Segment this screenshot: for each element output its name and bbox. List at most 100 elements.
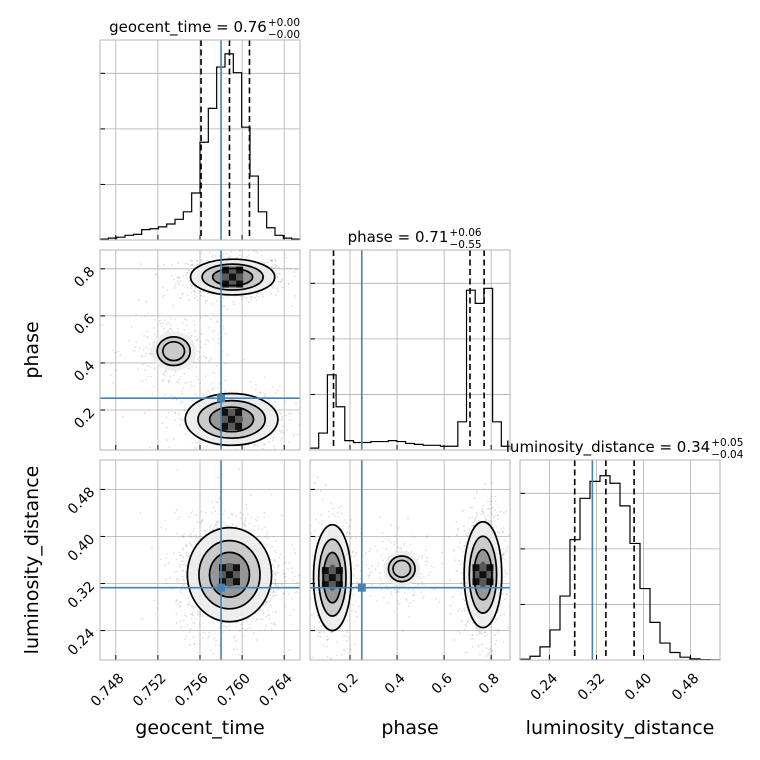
sample-point (457, 610, 460, 612)
sample-point (287, 282, 290, 285)
sample-point (285, 256, 288, 259)
sample-point (160, 325, 163, 327)
sample-point (474, 516, 477, 519)
panel-title-luminosity_distance: luminosity_distance = 0.34 (506, 438, 710, 457)
sample-point (174, 282, 177, 285)
sample-point (460, 572, 463, 574)
sample-point (186, 554, 188, 557)
sample-point (350, 555, 353, 558)
sample-point (188, 269, 191, 272)
sample-point (175, 581, 178, 584)
sample-point (181, 534, 184, 537)
sample-point (161, 422, 164, 425)
sample-point (175, 599, 178, 602)
sample-point (111, 349, 114, 352)
sample-point (311, 554, 314, 557)
sample-point (487, 519, 490, 522)
sample-point (192, 643, 195, 646)
sample-point (352, 574, 355, 577)
sample-point (271, 259, 274, 262)
sample-point (164, 519, 166, 522)
sample-point (196, 441, 199, 444)
sample-point (310, 424, 312, 426)
sample-point (264, 526, 267, 529)
sample-point (478, 630, 481, 633)
sample-point (187, 294, 189, 297)
sample-point (218, 333, 220, 336)
sample-point (194, 446, 197, 449)
sample-point (370, 565, 373, 567)
sample-point (413, 591, 416, 593)
sample-point (495, 639, 498, 642)
sample-point (374, 568, 377, 571)
x-tick-label: 0.32 (575, 670, 608, 703)
sample-point (356, 616, 359, 618)
sample-point (243, 635, 245, 638)
sample-point (194, 329, 197, 332)
sample-point (194, 466, 196, 468)
sample-point (222, 624, 225, 627)
sample-point (228, 256, 231, 259)
sample-point (352, 594, 355, 596)
sample-point (489, 647, 492, 650)
sample-point (494, 509, 496, 511)
sample-point (195, 339, 198, 341)
sample-point (188, 601, 191, 604)
sample-point (183, 372, 186, 375)
sample-point (146, 335, 149, 338)
sample-point (227, 517, 230, 519)
sample-point (194, 542, 197, 545)
sample-point (225, 626, 228, 629)
sample-point (351, 551, 354, 553)
sample-point (174, 419, 177, 422)
sample-point (350, 519, 353, 521)
sample-point (344, 662, 346, 664)
sample-point (289, 412, 292, 415)
sample-point (228, 628, 231, 631)
sample-point (193, 622, 196, 625)
sample-point (455, 569, 458, 572)
sample-point (272, 590, 275, 592)
sample-point (279, 280, 281, 283)
sample-point (302, 604, 304, 606)
sample-point (457, 560, 460, 563)
sample-point (248, 254, 250, 257)
sample-point (200, 251, 203, 254)
sample-point (253, 524, 256, 527)
sample-point (189, 533, 192, 536)
sample-point (235, 639, 237, 642)
sample-point (182, 584, 185, 586)
sample-point (245, 619, 248, 621)
sample-point (471, 633, 474, 636)
sample-point (280, 583, 283, 585)
sample-point (357, 564, 360, 567)
sample-point (186, 603, 189, 606)
sample-point (272, 622, 275, 624)
sample-point (506, 593, 508, 595)
sample-point (270, 493, 273, 496)
sample-point (206, 444, 209, 447)
sample-point (502, 531, 504, 534)
contour-line (322, 551, 343, 604)
sample-point (453, 639, 456, 641)
sample-point (471, 521, 474, 524)
sample-point (283, 592, 285, 595)
sample-point (435, 597, 437, 600)
sample-point (204, 453, 206, 455)
density-cell (232, 578, 240, 586)
sample-point (314, 536, 317, 539)
sample-point (144, 355, 147, 357)
sample-point (236, 455, 238, 457)
sample-point (179, 601, 181, 603)
sample-point (137, 298, 140, 301)
sample-point (278, 272, 281, 275)
sample-point (471, 525, 473, 528)
sample-point (199, 454, 201, 456)
sample-point (490, 650, 493, 653)
sample-point (497, 609, 500, 612)
sample-point (273, 591, 276, 594)
sample-point (261, 293, 264, 296)
sample-point (167, 330, 170, 332)
sample-point (169, 375, 172, 378)
sample-point (494, 495, 497, 498)
